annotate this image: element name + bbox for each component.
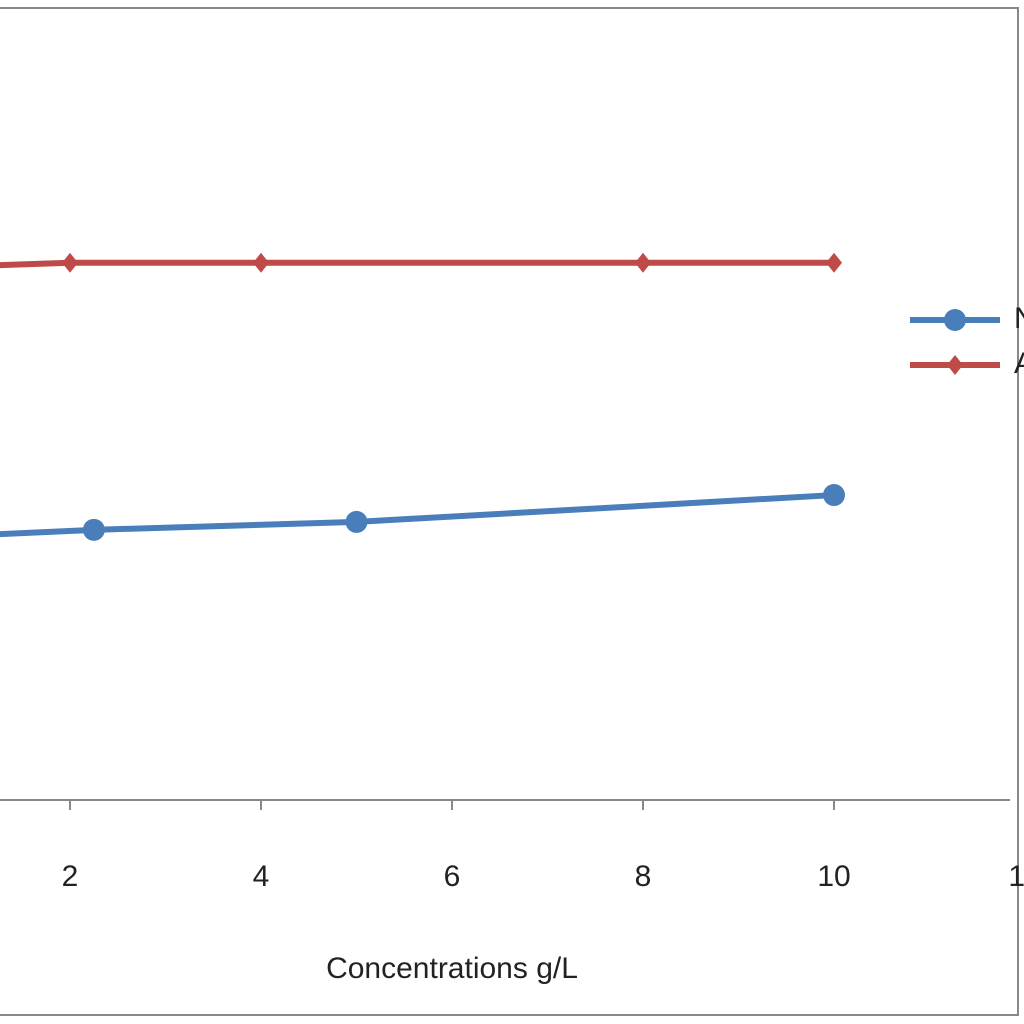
data-point	[635, 252, 651, 273]
data-point	[345, 510, 368, 533]
legend-marker	[944, 309, 966, 331]
data-point	[253, 252, 269, 273]
x-tick-label: 8	[635, 860, 652, 893]
legend-marker	[947, 355, 963, 375]
x-tick-label: 4	[253, 860, 270, 893]
legend-label: A	[1014, 347, 1024, 380]
x-tick-label: 10	[817, 860, 850, 893]
data-point	[826, 252, 842, 273]
data-point	[823, 484, 845, 507]
series-line	[0, 259, 834, 269]
data-point	[62, 252, 78, 273]
series-line	[0, 492, 835, 538]
data-point	[82, 518, 105, 541]
x-tick-label: 2	[62, 860, 79, 893]
x-tick-label: 12	[1008, 860, 1024, 893]
x-axis-title: Concentrations g/L	[326, 952, 578, 985]
chart-frame	[0, 7, 1019, 1016]
x-tick-label: 6	[444, 860, 461, 893]
legend-label: N	[1014, 302, 1024, 335]
